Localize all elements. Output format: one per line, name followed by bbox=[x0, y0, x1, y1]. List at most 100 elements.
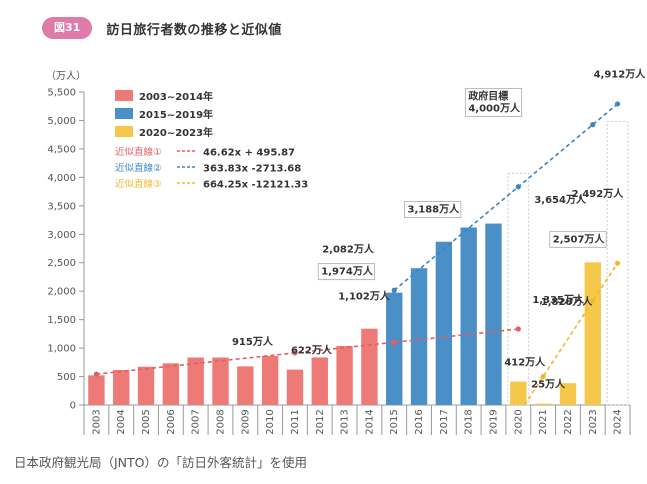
x-tick-label: 2016 bbox=[414, 409, 425, 434]
y-tick-label: 3,500 bbox=[47, 201, 76, 212]
legend-trend-equation: 664.25x -12121.33 bbox=[203, 180, 308, 191]
x-tick-label: 2015 bbox=[389, 409, 400, 434]
y-tick-label: 1,500 bbox=[47, 315, 76, 326]
y-axis-label: （万人） bbox=[46, 70, 86, 82]
chart-title: 訪日旅行者数の推移と近似値 bbox=[106, 22, 282, 38]
bar-2014 bbox=[361, 328, 378, 405]
trend-point bbox=[614, 101, 621, 107]
bar-2012 bbox=[311, 357, 328, 405]
y-tick-label: 0 bbox=[70, 401, 76, 412]
y-tick-label: 2,500 bbox=[47, 258, 76, 269]
data-label: 2,082万人 bbox=[322, 243, 375, 256]
data-label: 2,507万人 bbox=[553, 232, 606, 245]
data-label: 2,492万人 bbox=[572, 187, 625, 200]
legend-label: 2020~2023年 bbox=[139, 126, 213, 139]
trend-point bbox=[93, 371, 100, 377]
x-tick-label: 2003 bbox=[91, 409, 102, 434]
target-guide-box bbox=[507, 172, 530, 406]
trend-point bbox=[391, 287, 397, 293]
trend-point bbox=[515, 326, 521, 332]
legend-swatch bbox=[115, 90, 133, 101]
x-tick-label: 2021 bbox=[538, 409, 549, 434]
annotation-box bbox=[464, 87, 523, 117]
x-tick-label: 2017 bbox=[439, 409, 450, 434]
data-label: 915万人 bbox=[232, 335, 274, 348]
bar-2022 bbox=[559, 383, 577, 405]
legend-trend-equation: 46.62x + 495.87 bbox=[203, 148, 295, 159]
x-tick-label: 2004 bbox=[116, 409, 127, 434]
bar-2010 bbox=[261, 356, 279, 405]
data-label: 3,188万人 bbox=[408, 203, 461, 216]
legend-trend-name: 近似直線① bbox=[115, 146, 162, 158]
bar-2019 bbox=[485, 223, 502, 405]
x-tick-label: 2009 bbox=[240, 409, 251, 434]
trend-point bbox=[292, 350, 298, 356]
annotation-box bbox=[317, 263, 376, 281]
bar-2004 bbox=[113, 370, 130, 405]
bar-2016 bbox=[410, 268, 428, 405]
x-tick-label: 2013 bbox=[340, 409, 351, 434]
y-tick-label: 4,500 bbox=[47, 144, 76, 155]
x-tick-label: 2007 bbox=[191, 409, 202, 434]
x-tick-label: 2022 bbox=[563, 409, 574, 434]
data-label: 3,654万人 bbox=[534, 193, 587, 206]
trend-point bbox=[590, 298, 596, 304]
y-tick-label: 2,000 bbox=[47, 287, 76, 298]
data-label: 622万人 bbox=[291, 344, 333, 357]
x-tick-label: 2014 bbox=[364, 409, 375, 434]
x-tick-label: 2023 bbox=[588, 409, 599, 434]
bar-2013 bbox=[336, 346, 353, 405]
legend-label: 2015~2019年 bbox=[139, 108, 213, 121]
y-tick-label: 1,000 bbox=[47, 344, 76, 355]
data-label: 1,335万人 bbox=[532, 293, 585, 306]
data-label: 25万人 bbox=[531, 378, 566, 391]
trend-point bbox=[540, 373, 546, 380]
x-tick-label: 2018 bbox=[464, 409, 475, 434]
bar-2021 bbox=[534, 403, 552, 405]
bar-2011 bbox=[286, 369, 304, 405]
bar-2018 bbox=[460, 227, 477, 405]
trend-point bbox=[391, 339, 397, 345]
bar-2005 bbox=[137, 366, 155, 405]
data-label: 4,912万人 bbox=[594, 67, 647, 80]
trend-point bbox=[614, 260, 621, 266]
trend-point bbox=[515, 184, 521, 190]
trend-point bbox=[590, 122, 596, 128]
y-tick-label: 5,500 bbox=[47, 88, 76, 99]
bar-2015 bbox=[386, 292, 403, 405]
data-label: 1,828万人 bbox=[541, 295, 594, 308]
data-label: 1,974万人 bbox=[321, 265, 374, 278]
bar-2017 bbox=[435, 241, 453, 405]
y-tick-label: 4,000 bbox=[47, 173, 76, 184]
bar-2006 bbox=[162, 363, 180, 405]
annotation-box bbox=[404, 201, 462, 218]
x-tick-label: 2008 bbox=[216, 409, 227, 434]
x-tick-label: 2011 bbox=[290, 409, 301, 434]
bar-2008 bbox=[212, 357, 229, 405]
data-label: 1,102万人 bbox=[338, 289, 391, 302]
y-tick-label: 500 bbox=[57, 372, 76, 383]
bar-2009 bbox=[237, 366, 254, 405]
trendline-1 bbox=[96, 328, 519, 375]
trendline-3 bbox=[523, 262, 619, 406]
annotation-box bbox=[549, 230, 607, 248]
figure-number-badge: 図31 bbox=[42, 17, 93, 39]
x-tick-label: 2010 bbox=[265, 409, 276, 434]
data-label: 政府目標 bbox=[468, 89, 508, 102]
x-tick-label: 2024 bbox=[613, 409, 624, 434]
legend-label: 2003~2014年 bbox=[139, 90, 213, 103]
figure-header: 図31 訪日旅行者数の推移と近似値 bbox=[42, 16, 282, 40]
legend-trend-equation: 363.83x -2713.68 bbox=[203, 164, 301, 175]
legend-swatch bbox=[115, 126, 133, 137]
bar-2023 bbox=[584, 262, 601, 405]
bar-2007 bbox=[187, 357, 204, 405]
y-tick-label: 5,000 bbox=[47, 116, 76, 127]
x-tick-label: 2012 bbox=[315, 409, 326, 434]
bar-2020 bbox=[510, 381, 527, 405]
data-label: 412万人 bbox=[504, 356, 546, 369]
x-tick-label: 2019 bbox=[489, 409, 500, 434]
x-tick-label: 2020 bbox=[513, 409, 524, 434]
x-tick-label: 2005 bbox=[141, 409, 152, 434]
legend-trend-name: 近似直線③ bbox=[115, 178, 162, 190]
bar-2003 bbox=[88, 375, 105, 405]
